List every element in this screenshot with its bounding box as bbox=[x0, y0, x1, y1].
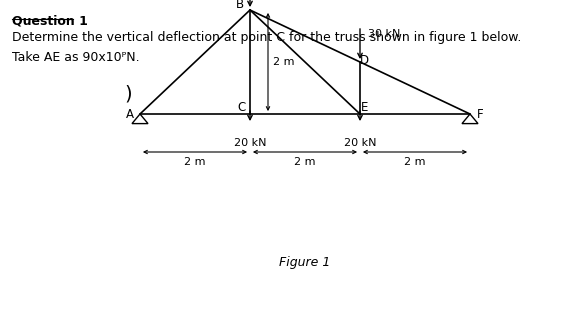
Text: C: C bbox=[238, 101, 246, 114]
Text: 30 kN: 30 kN bbox=[368, 29, 400, 39]
Text: 20 kN: 20 kN bbox=[234, 138, 266, 148]
Text: Take AE as 90x10ᴾN.: Take AE as 90x10ᴾN. bbox=[12, 51, 140, 64]
Text: ): ) bbox=[124, 84, 132, 104]
Text: D: D bbox=[360, 54, 369, 67]
Text: E: E bbox=[361, 101, 368, 114]
Text: Determine the vertical deflection at point C for the truss shown in figure 1 bel: Determine the vertical deflection at poi… bbox=[12, 31, 521, 44]
Text: F: F bbox=[477, 108, 483, 121]
Text: 2 m: 2 m bbox=[294, 157, 316, 167]
Text: 2 m: 2 m bbox=[273, 57, 295, 67]
Text: Question 1: Question 1 bbox=[12, 14, 88, 27]
Text: 20 kN: 20 kN bbox=[344, 138, 376, 148]
Text: 2 m: 2 m bbox=[184, 157, 206, 167]
Text: 2 m: 2 m bbox=[404, 157, 426, 167]
Text: A: A bbox=[126, 108, 134, 121]
Text: B: B bbox=[236, 0, 244, 11]
Text: Figure 1: Figure 1 bbox=[279, 256, 331, 269]
